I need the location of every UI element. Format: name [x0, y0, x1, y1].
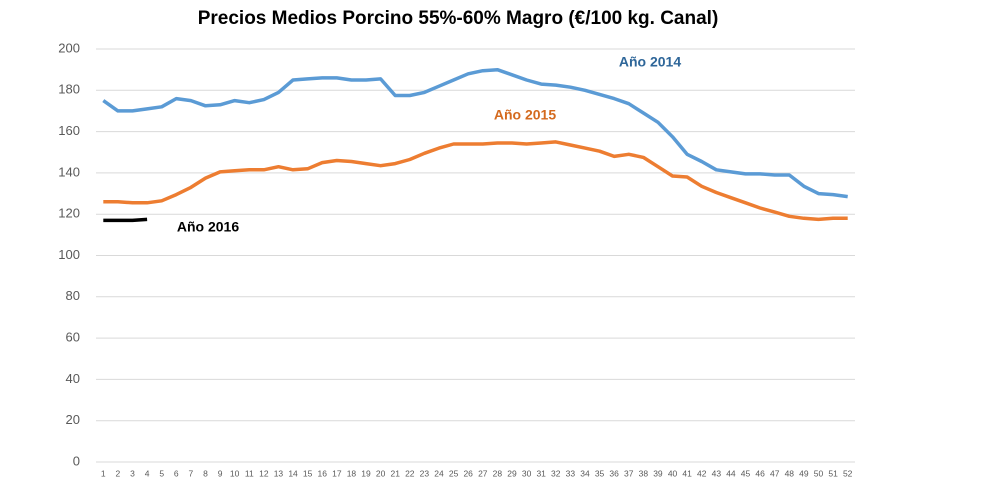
x-tick-label: 43	[712, 468, 722, 478]
x-tick-label: 26	[463, 468, 473, 478]
y-tick-label: 140	[58, 164, 80, 179]
x-tick-label: 12	[259, 468, 269, 478]
y-tick-label: 60	[66, 330, 80, 345]
series-label: Año 2016	[177, 219, 239, 235]
x-tick-label: 39	[653, 468, 663, 478]
x-tick-label: 35	[595, 468, 605, 478]
y-tick-label: 40	[66, 371, 80, 386]
x-tick-label: 38	[639, 468, 649, 478]
y-tick-label: 180	[58, 82, 80, 97]
x-tick-label: 10	[230, 468, 240, 478]
x-tick-label: 41	[682, 468, 692, 478]
x-tick-label: 37	[624, 468, 634, 478]
x-tick-label: 46	[755, 468, 765, 478]
x-tick-label: 51	[828, 468, 838, 478]
y-tick-label: 0	[73, 453, 80, 468]
x-tick-label: 13	[274, 468, 284, 478]
x-tick-label: 20	[376, 468, 386, 478]
x-tick-label: 2	[116, 468, 121, 478]
x-tick-label: 5	[159, 468, 164, 478]
x-tick-label: 30	[522, 468, 532, 478]
x-tick-label: 19	[361, 468, 371, 478]
x-tick-label: 33	[566, 468, 576, 478]
chart-title: Precios Medios Porcino 55%-60% Magro (€/…	[198, 8, 719, 29]
series-label: Año 2015	[494, 107, 556, 123]
x-tick-label: 1	[101, 468, 106, 478]
x-tick-label: 31	[536, 468, 546, 478]
x-tick-label: 48	[785, 468, 795, 478]
x-tick-label: 17	[332, 468, 342, 478]
x-tick-label: 47	[770, 468, 780, 478]
x-tick-label: 25	[449, 468, 459, 478]
x-tick-label: 34	[580, 468, 590, 478]
x-tick-label: 52	[843, 468, 853, 478]
x-tick-label: 6	[174, 468, 179, 478]
x-tick-label: 29	[507, 468, 517, 478]
x-tick-label: 3	[130, 468, 135, 478]
x-tick-label: 42	[697, 468, 707, 478]
y-tick-label: 100	[58, 247, 80, 262]
x-tick-label: 28	[493, 468, 503, 478]
x-tick-label: 11	[245, 468, 254, 478]
x-tick-label: 4	[145, 468, 150, 478]
x-tick-label: 15	[303, 468, 313, 478]
x-tick-label: 24	[434, 468, 444, 478]
series-line	[103, 217, 148, 223]
x-tick-label: 44	[726, 468, 736, 478]
x-tick-label: 18	[347, 468, 357, 478]
series-line	[103, 140, 848, 222]
x-tick-label: 49	[799, 468, 809, 478]
x-tick-label: 40	[668, 468, 678, 478]
series-label: Año 2014	[619, 54, 681, 70]
y-tick-label: 200	[58, 40, 80, 55]
x-tick-label: 9	[218, 468, 223, 478]
x-tick-label: 7	[189, 468, 194, 478]
x-tick-label: 32	[551, 468, 561, 478]
x-tick-label: 22	[405, 468, 415, 478]
series-line	[102, 67, 848, 199]
x-tick-label: 21	[390, 468, 400, 478]
x-tick-label: 16	[318, 468, 328, 478]
y-tick-label: 20	[66, 412, 80, 427]
x-tick-label: 50	[814, 468, 824, 478]
x-tick-label: 36	[609, 468, 619, 478]
y-tick-label: 80	[66, 288, 80, 303]
x-tick-label: 14	[288, 468, 298, 478]
y-tick-label: 120	[58, 206, 80, 221]
y-tick-label: 160	[58, 123, 80, 138]
x-tick-label: 27	[478, 468, 488, 478]
x-tick-label: 23	[420, 468, 430, 478]
x-tick-label: 45	[741, 468, 751, 478]
x-tick-label: 8	[203, 468, 208, 478]
